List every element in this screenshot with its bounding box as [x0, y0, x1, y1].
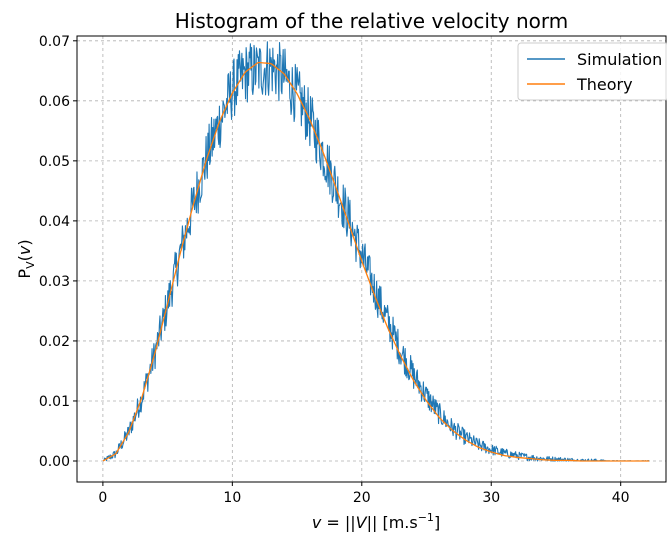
- chart-title: Histogram of the relative velocity norm: [175, 9, 569, 33]
- legend-label-theory: Theory: [576, 75, 633, 94]
- x-axis-label: v = ||V|| [m.s−1]: [312, 511, 440, 532]
- legend: Simulation Theory: [518, 43, 667, 100]
- x-axis-label-eq: = ||: [321, 513, 355, 532]
- y-tick-label: 0.00: [39, 454, 70, 470]
- x-axis-label-unit: || [m.s: [367, 513, 418, 532]
- y-axis-label-close: ): [15, 239, 34, 245]
- y-tick-label: 0.05: [39, 154, 70, 170]
- x-tick-label: 0: [98, 490, 107, 506]
- x-tick-label: 20: [353, 490, 371, 506]
- y-tick-label: 0.04: [39, 214, 70, 230]
- y-tick-label: 0.01: [39, 394, 70, 410]
- grid: [77, 36, 666, 482]
- x-axis-label-close: ]: [434, 513, 440, 532]
- y-tick-label: 0.03: [39, 274, 70, 290]
- axes-frame: [77, 36, 666, 482]
- y-axis-label-main: P: [15, 269, 34, 279]
- y-tick-label: 0.07: [39, 34, 70, 50]
- y-axis-label: PV(v): [15, 239, 37, 278]
- series-layer: [103, 42, 649, 461]
- legend-label-simulation: Simulation: [577, 50, 662, 69]
- series-line-simulation: [103, 42, 649, 461]
- y-tick-label: 0.02: [39, 334, 70, 350]
- series-line-theory: [103, 62, 649, 461]
- x-tick-label: 10: [223, 490, 241, 506]
- y-tick-label: 0.06: [39, 94, 70, 110]
- x-axis-label-exp: −1: [418, 511, 434, 524]
- x-tick-label: 40: [612, 490, 630, 506]
- x-tick-label: 30: [482, 490, 500, 506]
